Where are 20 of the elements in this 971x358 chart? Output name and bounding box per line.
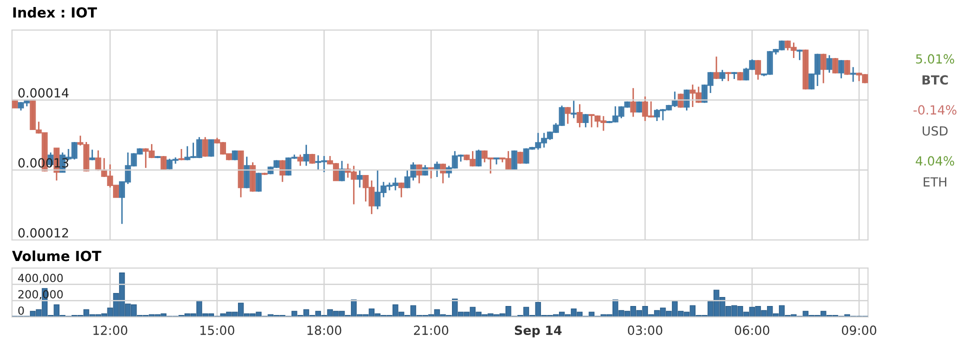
y-tick-label: 0: [18, 306, 24, 315]
y-tick-label: 0.00014: [18, 88, 69, 98]
data-label: -0.14%: [914, 105, 956, 115]
x-tick-label: 18:00: [307, 326, 342, 336]
x-tick-label: 06:00: [734, 326, 770, 336]
category-label: BTC: [922, 75, 948, 85]
x-tick-label: 09:00: [842, 326, 876, 336]
data-label: 4.04%: [916, 156, 954, 166]
x-tick-label: 21:00: [414, 326, 448, 336]
x-tick-label: Sep 14: [514, 326, 562, 338]
x-tick-label: 15:00: [200, 326, 234, 336]
chart-title: Index : IOT: [13, 6, 97, 18]
data-label: 5.01%: [916, 54, 954, 64]
chart-title: Volume IOT: [12, 250, 102, 262]
y-tick-label: 0.00012: [18, 228, 68, 238]
category-label: USD: [922, 126, 948, 136]
x-tick-label: 03:00: [628, 326, 662, 336]
category-label: ETH: [924, 177, 946, 186]
y-tick-label: 400,000: [18, 274, 63, 284]
x-tick-label: 12:00: [93, 326, 128, 336]
